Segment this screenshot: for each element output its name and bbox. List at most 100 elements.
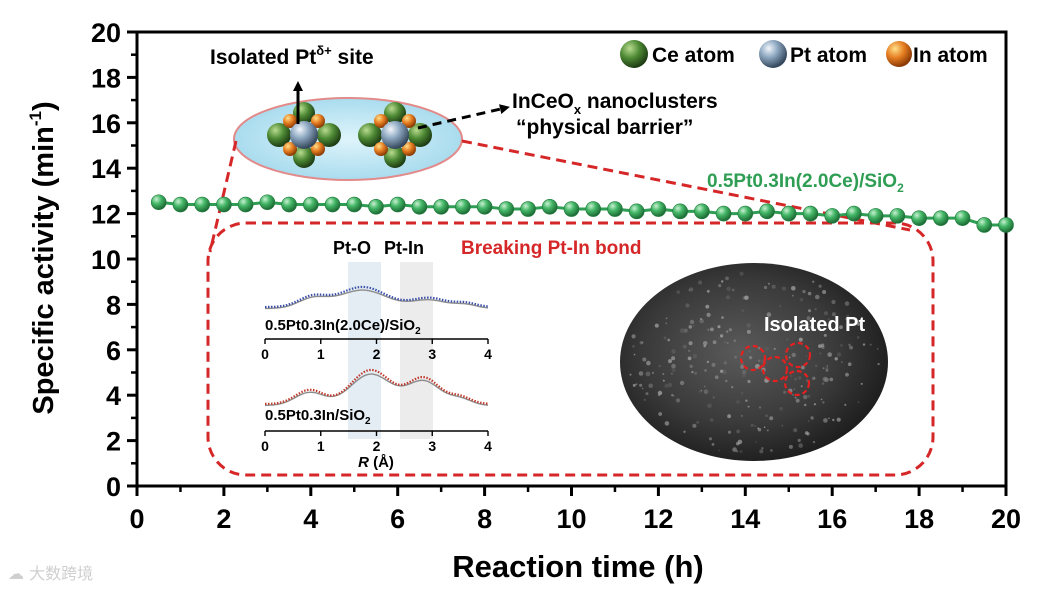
tem-speckle: [749, 356, 752, 359]
data-point: [694, 203, 710, 220]
tem-speckle: [726, 295, 730, 300]
exafs-top-sample-main: 0.5Pt0.3In(2.0Ce)/SiO: [265, 317, 415, 334]
isolated-pt-marker: [784, 341, 812, 369]
pt-atom-legend-icon: [759, 40, 787, 68]
ce-atom-icon: [384, 102, 406, 124]
tem-speckle: [771, 284, 776, 289]
y-tick-label: 8: [106, 290, 121, 320]
tem-speckle: [814, 364, 818, 368]
tem-speckle: [856, 336, 860, 339]
tem-speckle: [792, 393, 794, 396]
tem-speckle: [709, 418, 714, 422]
tem-speckle: [646, 360, 651, 366]
tem-speckle: [831, 312, 836, 317]
data-point: [976, 217, 993, 233]
tem-speckle: [667, 382, 673, 388]
pt-atom-icon: [290, 121, 318, 149]
tem-speckle: [689, 364, 693, 368]
tem-speckle: [807, 394, 811, 398]
exafs-bottom-sample: 0.5Pt0.3In/SiO2: [265, 407, 371, 427]
tem-speckle: [736, 442, 740, 446]
tem-speckle: [703, 389, 709, 395]
tem-speckle: [718, 337, 721, 340]
tem-speckle: [812, 440, 816, 444]
tem-speckle: [823, 333, 827, 337]
nanoclusters-prefix: InCeO: [512, 90, 574, 113]
tem-speckle: [726, 342, 729, 344]
tem-speckle: [658, 394, 660, 397]
tem-speckle: [758, 406, 762, 409]
tem-speckle: [694, 371, 698, 375]
tem-speckle: [739, 450, 743, 453]
tem-speckle: [702, 341, 708, 346]
y-axis-title-close: ): [28, 101, 60, 111]
tem-speckle: [705, 304, 710, 309]
data-point: [824, 208, 841, 224]
data-point: [954, 210, 971, 226]
tem-speckle: [841, 361, 843, 363]
callout-connector-left: [208, 140, 238, 253]
exafs-tick-label: 4: [484, 438, 492, 454]
x-tick-label: 12: [643, 504, 673, 534]
tem-speckle: [818, 344, 822, 348]
tem-speckle: [671, 368, 676, 373]
exafs-top-sample-sub: 2: [415, 326, 421, 337]
tem-speckle: [839, 325, 843, 330]
tem-speckle: [671, 356, 676, 361]
tem-speckle: [750, 423, 754, 427]
tem-speckle: [688, 341, 693, 346]
tem-noise: [629, 271, 880, 454]
tem-speckle: [658, 364, 661, 368]
tem-speckle: [795, 398, 800, 403]
callout-connector-right: [461, 139, 911, 232]
tem-speckle: [667, 338, 671, 342]
tem-speckle: [767, 282, 770, 285]
data-point: [889, 208, 906, 224]
tem-speckle: [791, 352, 796, 358]
tem-speckle: [747, 379, 751, 384]
tem-speckle: [831, 299, 836, 305]
legend-label-ce: Ce atom: [652, 44, 735, 67]
tem-speckle: [726, 330, 729, 333]
x-tick-label: 18: [904, 504, 934, 534]
tem-speckle: [748, 350, 751, 353]
barrier-label: “physical barrier”: [516, 116, 693, 139]
tem-speckle: [734, 355, 737, 359]
x-tick-label: 2: [216, 504, 231, 534]
tem-speckle: [766, 312, 772, 317]
tem-speckle: [714, 375, 719, 380]
data-point: [737, 205, 754, 222]
exafs-top-sample: 0.5Pt0.3In(2.0Ce)/SiO2: [265, 317, 421, 337]
data-point: [607, 201, 623, 217]
tem-speckle: [731, 288, 735, 292]
data-point: [911, 210, 927, 226]
exafs-tick-label: 1: [317, 346, 325, 362]
tem-speckle: [877, 362, 880, 366]
y-tick-label: 0: [106, 472, 121, 502]
tem-speckle: [807, 291, 812, 296]
tem-speckle: [717, 325, 721, 329]
data-point: [780, 205, 797, 222]
tem-speckle: [725, 276, 729, 281]
in-atom-icon: [311, 114, 325, 128]
tem-speckle: [639, 341, 643, 345]
y-tick-label: 18: [91, 63, 121, 93]
exafs-bottom-sample-main: 0.5Pt0.3In/SiO: [265, 407, 365, 424]
tem-speckle: [744, 295, 749, 300]
tem-speckle: [688, 289, 691, 292]
x-tick-label: 8: [477, 504, 492, 534]
pt-in-band: [400, 262, 433, 439]
ce-atom-icon: [408, 123, 432, 147]
series-line: [158, 200, 1006, 227]
tem-speckle: [827, 318, 830, 321]
tem-speckle: [809, 325, 812, 329]
legend-label-pt: Pt atom: [790, 44, 867, 67]
tem-speckle: [764, 346, 770, 352]
isolated-site-suffix: site: [332, 46, 374, 69]
tem-speckle: [654, 323, 659, 328]
data-point: [237, 196, 254, 213]
in-atom-icon: [374, 142, 388, 156]
tem-speckle: [754, 424, 757, 427]
data-point: [455, 198, 471, 215]
tem-speckle: [822, 290, 827, 294]
